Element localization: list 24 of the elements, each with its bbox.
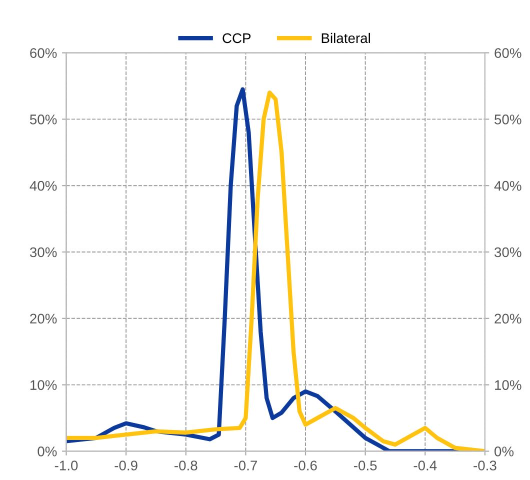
y-tick-label: 50% — [30, 114, 57, 124]
y-tick-label: 10% — [30, 380, 57, 390]
y-tick-label: 30% — [30, 247, 57, 258]
legend-label: Bilateral — [322, 32, 370, 44]
y-tick-label: 60% — [30, 48, 57, 58]
x-tick-label: -0.5 — [354, 460, 377, 470]
x-tick-label: -0.7 — [234, 460, 257, 470]
y2-tick-label: 10% — [495, 380, 522, 390]
x-tick-label: -0.3 — [474, 460, 496, 470]
x-tick-label: -1.0 — [54, 460, 78, 470]
y2-tick-label: 30% — [494, 247, 522, 258]
y2-tick-label: 50% — [494, 114, 522, 124]
x-tick-label: -0.4 — [414, 460, 437, 470]
y2-tick-label: 20% — [494, 314, 522, 324]
y2-tick-label: 40% — [494, 180, 522, 191]
y-tick-label: 0% — [38, 446, 57, 456]
y2-tick-label: 60% — [494, 48, 522, 58]
x-tick-label: -0.9 — [114, 460, 138, 470]
legend-label: CCP — [222, 33, 251, 44]
x-tick-label: -0.6 — [294, 460, 317, 470]
y2-tick-label: 0% — [494, 446, 514, 456]
y-tick-label: 20% — [30, 314, 57, 324]
y-tick-label: 40% — [30, 180, 57, 191]
x-tick-label: -0.8 — [174, 460, 198, 470]
